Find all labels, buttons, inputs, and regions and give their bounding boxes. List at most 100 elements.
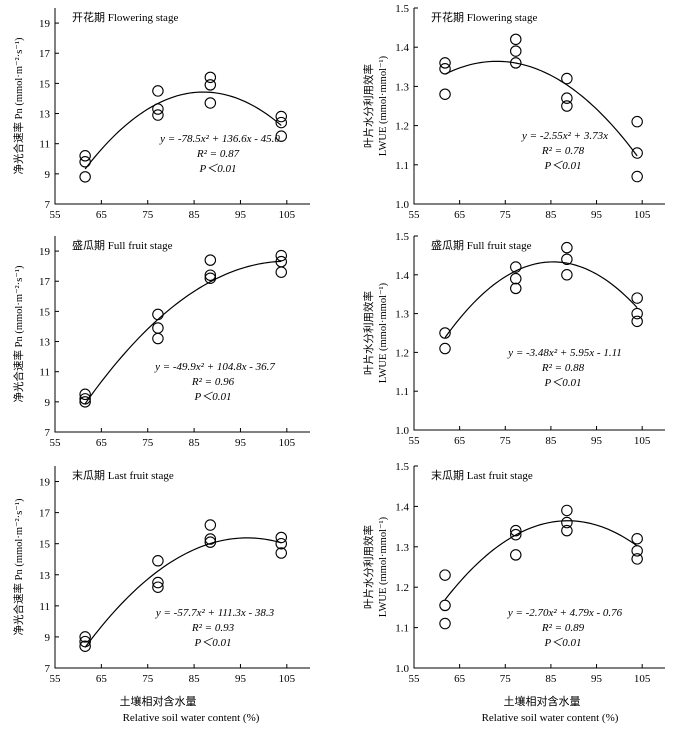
fit-equation: y = -2.70x² + 4.79x - 0.76	[507, 607, 623, 619]
y-tick-label: 1.2	[395, 347, 409, 359]
axis-frame	[54, 236, 310, 433]
y-tick-label: 9	[45, 169, 51, 181]
y-axis-label-unit: LWUE (mmol·mmol⁻¹)	[378, 516, 389, 617]
axis-frame	[413, 8, 665, 205]
x-tick-label: 75	[142, 673, 154, 685]
data-point	[510, 272, 522, 285]
y-tick-label: 1.3	[395, 542, 409, 554]
data-point	[439, 617, 451, 630]
y-tick-label: 13	[39, 570, 51, 582]
x-tick-label: 65	[96, 673, 108, 685]
fit-r-squared: R² = 0.96	[191, 376, 235, 388]
data-point	[561, 100, 573, 112]
x-tick-label: 55	[409, 435, 421, 447]
panel-title: 盛瓜期 Full fruit stage	[72, 238, 173, 252]
data-point	[631, 532, 643, 545]
data-point	[275, 249, 288, 262]
x-tick-label: 95	[235, 209, 247, 221]
y-tick-label: 17	[39, 508, 51, 520]
panel-title: 末瓜期 Last fruit stage	[72, 468, 174, 482]
fit-p-value: P＜0.01	[544, 377, 582, 389]
x-tick-label: 75	[500, 209, 512, 221]
data-point	[275, 547, 288, 559]
data-point	[561, 241, 573, 254]
data-point	[204, 269, 217, 281]
data-point	[561, 72, 573, 85]
x-tick-label: 95	[591, 435, 603, 447]
data-point	[510, 549, 522, 561]
data-point	[152, 555, 164, 567]
data-point	[631, 170, 643, 183]
y-tick-label: 13	[39, 109, 51, 121]
y-tick-label: 7	[45, 663, 51, 675]
x-tick-label: 85	[189, 437, 201, 449]
data-point	[152, 576, 164, 589]
data-point	[79, 156, 91, 168]
axis-frame	[413, 236, 665, 431]
x-tick-label: 95	[591, 673, 603, 685]
chart-panel-5: 55 65 75 85 95 105 7 9 11 13 15 17 19 末瓜期 Last fruit …	[12, 466, 310, 685]
x-tick-label: 75	[500, 435, 512, 447]
x-tick-label: 85	[189, 209, 201, 221]
x-axis-label-en-right: Relative soil water content (%)	[482, 712, 619, 724]
y-axis-label: 叶片水分利用效率	[362, 64, 375, 148]
fit-p-value: P＜0.01	[544, 160, 582, 172]
chart-panel-3: 55 65 75 85 95 105 7 9 11 13 15 17 19 盛瓜期 Full fruit …	[12, 236, 310, 449]
data-point	[561, 524, 573, 537]
axis-frame	[413, 466, 665, 669]
y-tick-label: 1.4	[395, 501, 409, 513]
fit-r-squared: R² = 0.87	[196, 148, 240, 160]
data-point	[510, 57, 522, 69]
x-tick-label: 105	[634, 209, 651, 221]
y-tick-label: 1.4	[395, 42, 409, 54]
y-tick-label: 1.2	[395, 121, 409, 133]
data-point	[561, 92, 573, 104]
fit-p-value: P＜0.01	[544, 637, 582, 649]
y-tick-label: 7	[45, 199, 51, 211]
fitted-curve	[84, 537, 282, 648]
y-axis-label: 叶片水分利用效率	[362, 291, 375, 375]
x-tick-label: 95	[235, 673, 247, 685]
data-point	[510, 524, 522, 537]
data-point	[561, 253, 573, 266]
fitted-curve	[84, 260, 282, 405]
chart-panel-1: 55 65 75 85 95 105 7 9 11 13 15 17 19 开花期 Flowering s…	[12, 8, 310, 221]
x-tick-label: 105	[634, 673, 651, 685]
y-tick-label: 1.0	[395, 663, 409, 675]
x-tick-label: 105	[634, 435, 651, 447]
y-tick-label: 1.3	[395, 81, 409, 93]
fit-r-squared: R² = 0.89	[541, 622, 585, 634]
y-tick-label: 1.1	[395, 623, 409, 635]
data-point	[561, 516, 573, 529]
data-point	[439, 342, 451, 355]
data-point	[152, 85, 164, 97]
data-point	[439, 327, 451, 339]
x-tick-label: 65	[454, 435, 466, 447]
y-tick-label: 11	[39, 139, 50, 151]
y-axis-label: 净光合速率 Pn (mmol·m⁻²·s⁻¹)	[12, 498, 25, 635]
data-point	[152, 332, 164, 345]
data-point	[631, 307, 643, 320]
data-point	[439, 599, 451, 612]
y-tick-label: 7	[45, 427, 51, 439]
panel-title: 开花期 Flowering stage	[72, 11, 178, 24]
data-point	[79, 171, 91, 183]
data-point	[275, 130, 288, 142]
data-point	[152, 308, 164, 321]
y-axis-label-unit: LWUE (mmol·mmol⁻¹)	[378, 282, 389, 383]
data-point	[204, 254, 217, 266]
y-tick-label: 15	[39, 306, 51, 318]
data-point	[204, 519, 217, 531]
fitted-curve	[444, 261, 638, 339]
x-axis-label-en-left: Relative soil water content (%)	[123, 712, 260, 724]
y-tick-label: 15	[39, 539, 51, 551]
panel-title: 开花期 Flowering stage	[431, 11, 537, 24]
data-point	[79, 631, 91, 643]
x-tick-label: 75	[500, 673, 512, 685]
y-tick-label: 9	[45, 632, 51, 644]
y-tick-label: 11	[39, 601, 50, 613]
data-point	[631, 545, 643, 557]
y-tick-label: 19	[39, 477, 51, 489]
y-axis-label: 净光合速率 Pn (mmol·m⁻²·s⁻¹)	[12, 265, 25, 402]
data-point	[439, 88, 451, 100]
